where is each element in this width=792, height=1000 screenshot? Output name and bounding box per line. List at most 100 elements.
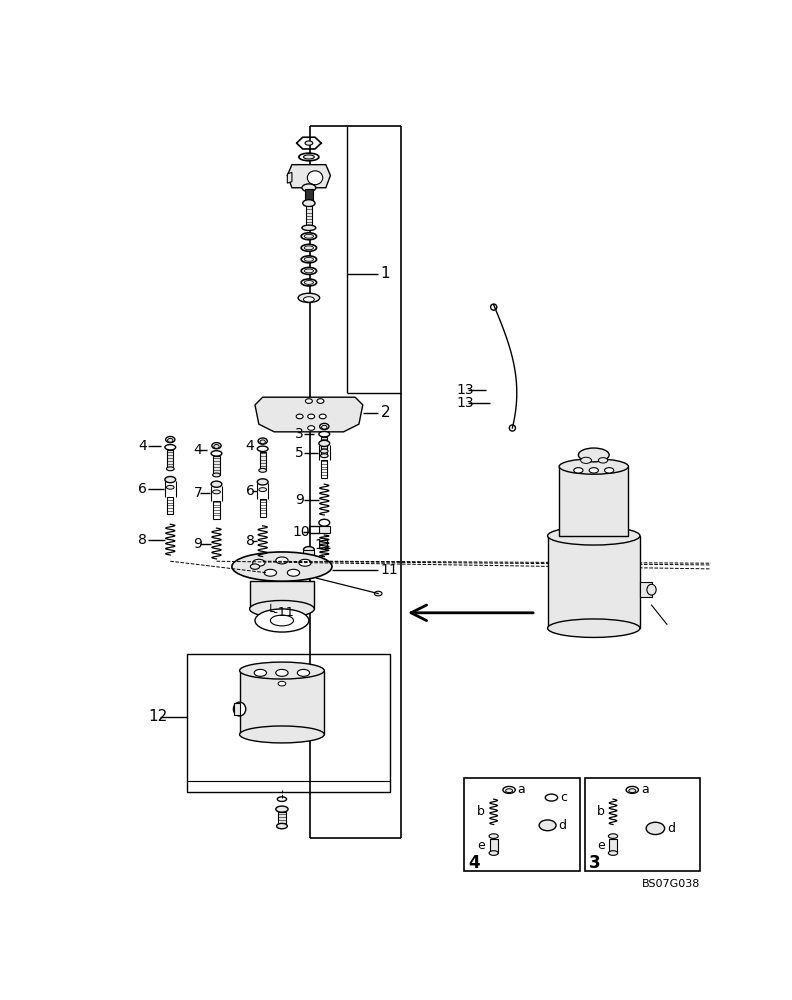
Ellipse shape — [254, 669, 267, 676]
Ellipse shape — [626, 786, 638, 793]
Text: 12: 12 — [149, 709, 168, 724]
Ellipse shape — [296, 414, 303, 419]
Ellipse shape — [303, 547, 314, 553]
Ellipse shape — [212, 473, 220, 477]
Bar — [322, 460, 327, 478]
Ellipse shape — [303, 155, 314, 159]
Bar — [322, 437, 327, 456]
Bar — [640, 582, 652, 597]
Ellipse shape — [302, 225, 316, 230]
Ellipse shape — [214, 445, 219, 448]
Ellipse shape — [299, 153, 319, 161]
Ellipse shape — [304, 281, 314, 284]
Text: 5: 5 — [295, 446, 304, 460]
Ellipse shape — [240, 662, 324, 679]
Text: 1: 1 — [380, 266, 390, 282]
Ellipse shape — [545, 794, 558, 801]
Ellipse shape — [259, 488, 267, 492]
Ellipse shape — [249, 600, 314, 617]
Bar — [609, 839, 617, 853]
Ellipse shape — [277, 797, 287, 801]
Bar — [464, 778, 580, 871]
Text: a: a — [641, 783, 649, 796]
Ellipse shape — [304, 234, 314, 238]
Ellipse shape — [304, 269, 314, 273]
Text: 11: 11 — [314, 538, 332, 552]
Bar — [213, 456, 219, 475]
Ellipse shape — [211, 451, 222, 456]
Ellipse shape — [257, 446, 268, 451]
Ellipse shape — [490, 304, 497, 310]
Ellipse shape — [301, 256, 317, 263]
Text: 6: 6 — [246, 484, 254, 498]
Text: 9: 9 — [193, 536, 202, 550]
Ellipse shape — [581, 457, 592, 463]
Bar — [167, 450, 173, 469]
Ellipse shape — [573, 468, 583, 473]
Polygon shape — [287, 172, 292, 183]
Ellipse shape — [257, 479, 268, 485]
Text: 10: 10 — [292, 525, 310, 539]
Bar — [213, 501, 219, 519]
Bar — [187, 654, 390, 792]
Bar — [559, 466, 628, 536]
Ellipse shape — [306, 399, 312, 403]
Ellipse shape — [304, 257, 314, 261]
Ellipse shape — [509, 425, 516, 431]
Ellipse shape — [559, 459, 628, 474]
Polygon shape — [255, 397, 363, 432]
Ellipse shape — [308, 426, 314, 430]
Bar — [249, 581, 314, 609]
Ellipse shape — [646, 822, 664, 835]
Ellipse shape — [608, 851, 618, 855]
Ellipse shape — [297, 669, 310, 676]
Text: 13: 13 — [457, 396, 474, 410]
Ellipse shape — [232, 552, 332, 581]
Ellipse shape — [260, 440, 265, 444]
Text: e: e — [478, 839, 485, 852]
Polygon shape — [287, 165, 330, 188]
Bar — [305, 189, 313, 203]
Ellipse shape — [258, 438, 268, 444]
Bar — [319, 526, 329, 533]
Ellipse shape — [304, 246, 314, 250]
Ellipse shape — [278, 681, 286, 686]
Ellipse shape — [299, 559, 311, 566]
Ellipse shape — [276, 823, 287, 829]
Text: c: c — [560, 791, 567, 804]
Ellipse shape — [319, 431, 329, 437]
Ellipse shape — [317, 399, 324, 403]
Ellipse shape — [604, 468, 614, 473]
Text: 4: 4 — [246, 439, 254, 453]
Text: b: b — [478, 805, 485, 818]
Ellipse shape — [503, 786, 516, 793]
Ellipse shape — [301, 267, 317, 274]
Ellipse shape — [276, 557, 288, 564]
Ellipse shape — [166, 436, 175, 443]
Ellipse shape — [647, 584, 656, 595]
Ellipse shape — [505, 789, 512, 793]
Ellipse shape — [305, 141, 313, 145]
Ellipse shape — [270, 615, 294, 626]
Ellipse shape — [489, 851, 498, 855]
Ellipse shape — [547, 527, 640, 545]
Text: 3: 3 — [588, 854, 600, 872]
Ellipse shape — [319, 440, 329, 446]
Text: 4: 4 — [138, 439, 147, 453]
Ellipse shape — [301, 233, 317, 240]
Ellipse shape — [253, 559, 265, 566]
Text: 8: 8 — [138, 533, 147, 547]
Text: BS07G038: BS07G038 — [642, 879, 700, 889]
Ellipse shape — [165, 477, 176, 483]
Ellipse shape — [259, 468, 267, 472]
Ellipse shape — [308, 414, 314, 419]
Text: 4: 4 — [468, 854, 480, 872]
Bar — [489, 839, 497, 853]
Text: 8: 8 — [246, 534, 254, 548]
Ellipse shape — [301, 244, 317, 251]
Ellipse shape — [168, 438, 173, 442]
Ellipse shape — [322, 425, 327, 429]
Ellipse shape — [265, 569, 276, 576]
Text: 2: 2 — [380, 405, 390, 420]
Ellipse shape — [301, 279, 317, 286]
